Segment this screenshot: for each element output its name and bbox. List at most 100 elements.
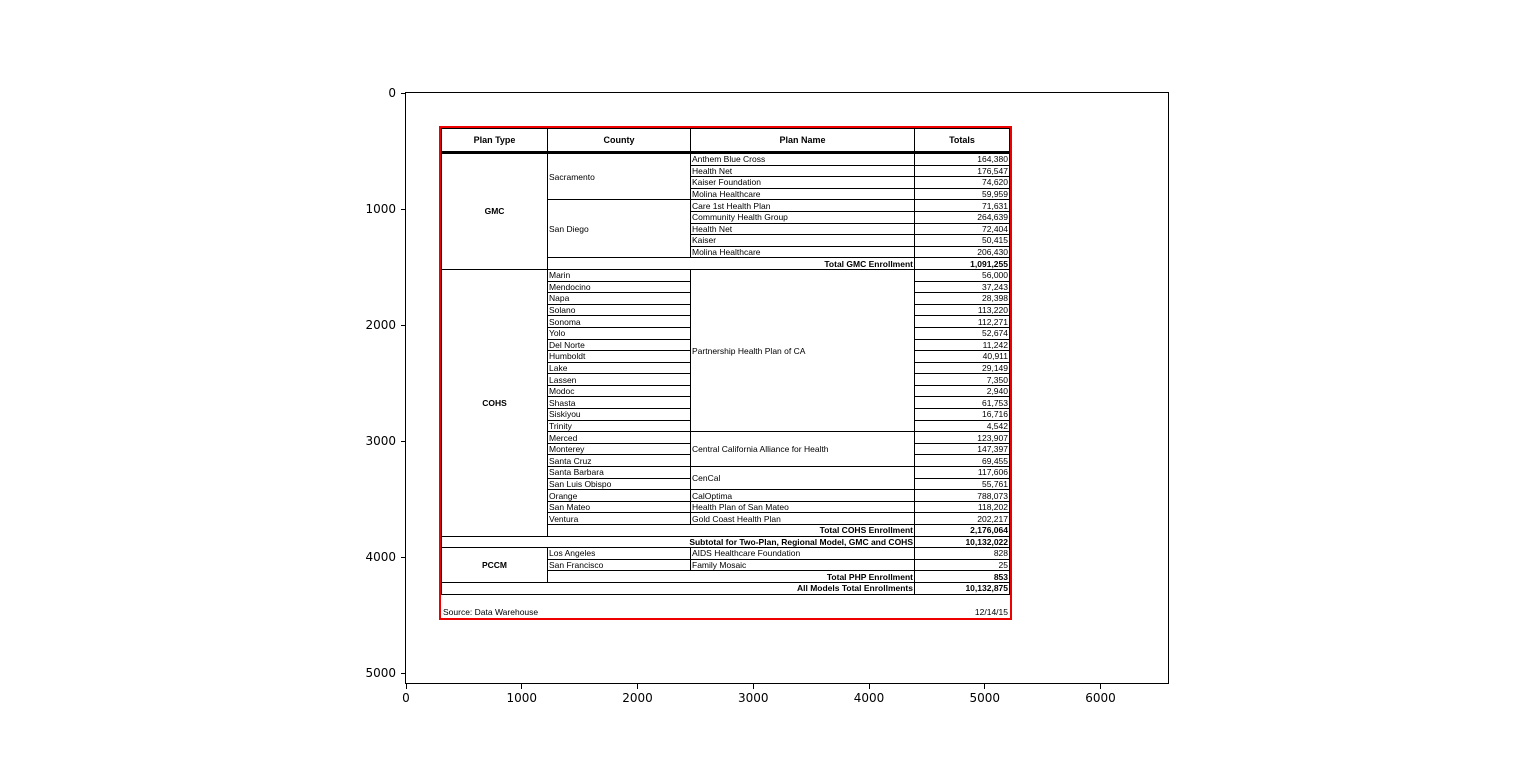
- y-tick-label: 2000: [365, 318, 396, 333]
- table-row: Health Net 72,404: [442, 222, 1010, 236]
- total-cell: 4,542: [914, 419, 1010, 433]
- x-tick-label: 0: [402, 691, 410, 705]
- plan-name-cell: Anthem Blue Cross: [690, 152, 915, 166]
- county-cell: Santa Barbara: [547, 466, 691, 479]
- x-tick-mark: [405, 684, 407, 689]
- county-cell: Merced: [547, 431, 691, 444]
- table-row: Siskiyou 16,716: [442, 408, 1010, 421]
- table-row: Health Net 176,547: [442, 164, 1010, 178]
- table-row: Santa Barbara CenCal 117,606: [442, 466, 1010, 491]
- x-tick-label: 3000: [737, 691, 769, 705]
- y-tick-mark: [401, 672, 406, 674]
- table-footer: Source: Data Warehouse 12/14/15: [443, 607, 1008, 617]
- county-cell: Ventura: [547, 512, 691, 525]
- x-tick-mark: [984, 684, 986, 689]
- x-tick-mark: [868, 684, 870, 689]
- total-cell: 72,404: [914, 222, 1010, 236]
- county-cell: Lake: [547, 361, 691, 375]
- total-cell: 25: [914, 558, 1010, 572]
- county-cell: Solano: [547, 303, 691, 317]
- plan-name-cell: Care 1st Health Plan: [690, 199, 915, 212]
- plan-type-cell: COHS: [441, 268, 548, 537]
- table-row: Subtotal for Two-Plan, Regional Model, G…: [441, 535, 1010, 549]
- table-row: Molina Healthcare 59,959: [442, 187, 1010, 201]
- x-tick-mark: [752, 684, 754, 689]
- total-cell: 56,000: [914, 268, 1010, 282]
- table-row: Solano 113,220: [442, 303, 1010, 317]
- total-cell: 50,415: [914, 234, 1010, 247]
- county-cell: Humboldt: [547, 350, 691, 363]
- table-row: Yolo 52,674: [442, 326, 1010, 340]
- county-cell: Shasta: [547, 396, 691, 410]
- y-tick-label: 1000: [365, 202, 396, 217]
- plan-name-cell: Molina Healthcare: [690, 245, 915, 259]
- header-plan-name: Plan Name: [690, 128, 915, 154]
- total-cell: 74,620: [914, 176, 1010, 189]
- total-cell: 828: [914, 547, 1010, 560]
- county-cell: Los Angeles: [547, 547, 691, 560]
- table-row: Kaiser Foundation 74,620: [442, 176, 1010, 189]
- county-cell: Modoc: [547, 384, 691, 398]
- plan-name-cell: Partnership Health Plan of CA: [690, 268, 915, 433]
- enrollment-table-image: Plan Type County Plan Name Totals GMC Sac…: [439, 126, 1012, 620]
- county-cell: San Diego: [547, 199, 691, 259]
- total-cell: 37,243: [914, 280, 1010, 294]
- total-cell: 118,202: [914, 500, 1010, 514]
- county-cell: Yolo: [547, 326, 691, 340]
- enrollment-table: Plan Type County Plan Name Totals GMC Sac…: [441, 128, 1010, 595]
- county-cell: Orange: [547, 489, 691, 502]
- total-cell: 164,380: [914, 152, 1010, 166]
- x-tick-label: 6000: [1085, 691, 1116, 705]
- county-cell: San Mateo: [547, 500, 691, 514]
- total-cell: 55,761: [914, 477, 1010, 491]
- total-cell: 28,398: [914, 292, 1010, 305]
- table-row: Total PHP Enrollment 853: [442, 570, 1010, 583]
- total-cell: 40,911: [914, 350, 1010, 363]
- y-tick-mark: [401, 208, 406, 210]
- x-tick-label: 1000: [506, 691, 538, 705]
- total-cell: 176,547: [914, 164, 1010, 178]
- total-cell: 202,217: [914, 512, 1010, 525]
- table-row: Orange CalOptima 788,073: [442, 489, 1010, 502]
- total-cell: 112,271: [914, 315, 1010, 328]
- section-total-label: Total COHS Enrollment: [547, 524, 915, 537]
- total-cell: 113,220: [914, 303, 1010, 317]
- county-cell: Sacramento: [547, 151, 691, 201]
- x-tick-mark: [1100, 684, 1102, 689]
- table-row: GMC Sacramento Anthem Blue Cross 164,380: [441, 151, 1010, 270]
- total-cell: 52,674: [914, 326, 1010, 340]
- total-cell: 117,606: [914, 466, 1010, 479]
- county-cell: Lassen: [547, 373, 691, 386]
- county-cell: Mendocino: [547, 280, 691, 294]
- y-tick-mark: [401, 324, 406, 326]
- county-cell: Santa Cruz: [547, 454, 691, 468]
- header-county: County: [547, 128, 691, 154]
- county-cell: San Luis Obispo: [547, 477, 691, 491]
- table-row: Modoc 2,940: [442, 384, 1010, 398]
- y-tick-mark: [401, 92, 406, 94]
- table-row: Napa 28,398: [442, 292, 1010, 305]
- total-cell: 206,430: [914, 245, 1010, 259]
- total-cell: 2,940: [914, 384, 1010, 398]
- grand-total-value: 10,132,875: [914, 581, 1010, 595]
- table-row: COHS Marin Partnership Health Plan of CA 56…: [441, 268, 1010, 537]
- table-row: Humboldt 40,911: [442, 350, 1010, 363]
- plan-name-cell: CenCal: [690, 466, 915, 491]
- subtotal-value: 10,132,022: [914, 535, 1010, 549]
- total-cell: 59,959: [914, 187, 1010, 201]
- total-cell: 16,716: [914, 408, 1010, 421]
- county-cell: San Francisco: [547, 558, 691, 572]
- plan-name-cell: Community Health Group: [690, 210, 915, 224]
- plan-name-cell: Molina Healthcare: [690, 187, 915, 201]
- table-row: San Francisco Family Mosaic 25: [442, 558, 1010, 572]
- table-row: Santa Cruz 69,455: [442, 454, 1010, 468]
- plan-type-cell: PCCM: [441, 547, 548, 583]
- section-total-value: 2,176,064: [914, 524, 1010, 537]
- plot-axes: 0 1000 2000 3000 4000 5000 6000 0 1000 2000 3000 40…: [365, 86, 1169, 705]
- table-row: PCCM Los Angeles AIDS Healthcare Foundatio…: [441, 547, 1010, 583]
- section-total-value: 1,091,255: [914, 257, 1010, 270]
- total-cell: 264,639: [914, 210, 1010, 224]
- county-cell: Napa: [547, 292, 691, 305]
- section-total-label: Total PHP Enrollment: [547, 570, 915, 583]
- county-cell: Monterey: [547, 442, 691, 456]
